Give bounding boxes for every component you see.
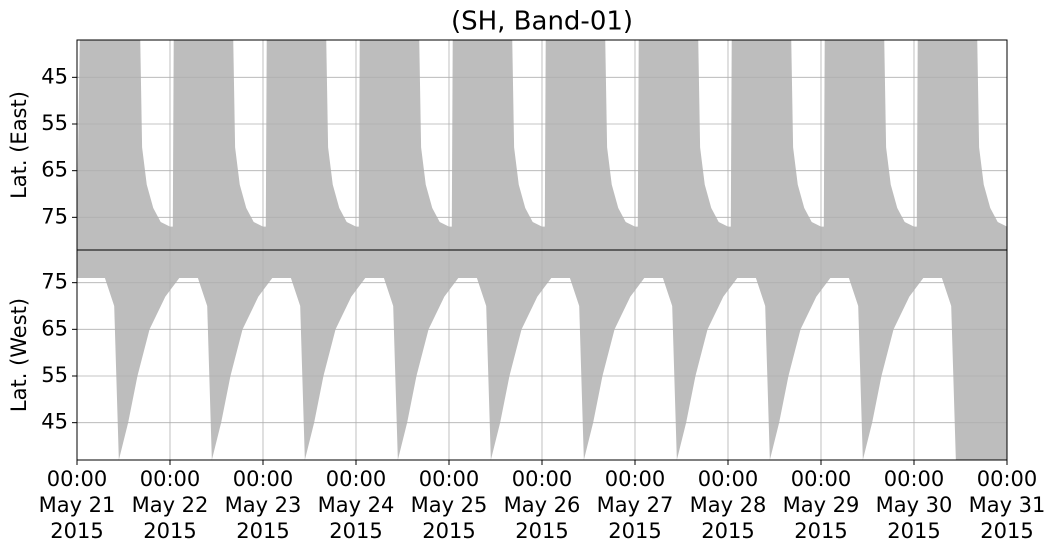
x-tick-label: 2015 <box>794 519 847 543</box>
y-tick-label: 75 <box>41 204 68 228</box>
coverage-area <box>77 40 1007 250</box>
x-tick-label: May 31 <box>969 493 1046 517</box>
y-axis-label: Lat. (East) <box>7 91 31 199</box>
coverage-area <box>77 250 1007 460</box>
y-tick-label: 55 <box>41 111 68 135</box>
x-tick-label: 00:00 <box>884 467 945 491</box>
x-tick-label: 00:00 <box>47 467 108 491</box>
x-tick-label: 2015 <box>422 519 475 543</box>
x-tick-label: 00:00 <box>977 467 1038 491</box>
x-tick-label: 00:00 <box>791 467 852 491</box>
x-tick-label: 00:00 <box>605 467 666 491</box>
x-tick-label: May 29 <box>783 493 860 517</box>
y-tick-label: 75 <box>41 270 68 294</box>
x-tick-label: May 26 <box>504 493 581 517</box>
x-tick-label: 00:00 <box>698 467 759 491</box>
y-tick-label: 55 <box>41 363 68 387</box>
x-tick-label: 00:00 <box>326 467 387 491</box>
x-tick-label: 2015 <box>887 519 940 543</box>
x-tick-label: May 30 <box>876 493 953 517</box>
x-tick-label: 2015 <box>980 519 1033 543</box>
x-tick-label: 2015 <box>143 519 196 543</box>
x-tick-label: 00:00 <box>140 467 201 491</box>
x-tick-label: May 27 <box>597 493 674 517</box>
x-tick-label: May 25 <box>411 493 488 517</box>
y-tick-label: 65 <box>41 158 68 182</box>
x-tick-label: 2015 <box>236 519 289 543</box>
x-tick-label: 2015 <box>515 519 568 543</box>
y-tick-label: 45 <box>41 410 68 434</box>
x-tick-label: 2015 <box>701 519 754 543</box>
y-tick-label: 65 <box>41 316 68 340</box>
x-tick-label: 2015 <box>50 519 103 543</box>
x-tick-label: 00:00 <box>419 467 480 491</box>
y-tick-label: 45 <box>41 64 68 88</box>
x-tick-label: 2015 <box>329 519 382 543</box>
x-tick-label: May 21 <box>39 493 116 517</box>
y-axis-label: Lat. (West) <box>7 298 31 412</box>
chart-title: (SH, Band-01) <box>451 7 633 37</box>
x-tick-label: May 24 <box>318 493 395 517</box>
x-tick-label: May 23 <box>225 493 302 517</box>
x-tick-label: 00:00 <box>233 467 294 491</box>
x-tick-label: 00:00 <box>512 467 573 491</box>
x-tick-label: May 22 <box>132 493 209 517</box>
x-tick-label: 2015 <box>608 519 661 543</box>
x-tick-label: May 28 <box>690 493 767 517</box>
